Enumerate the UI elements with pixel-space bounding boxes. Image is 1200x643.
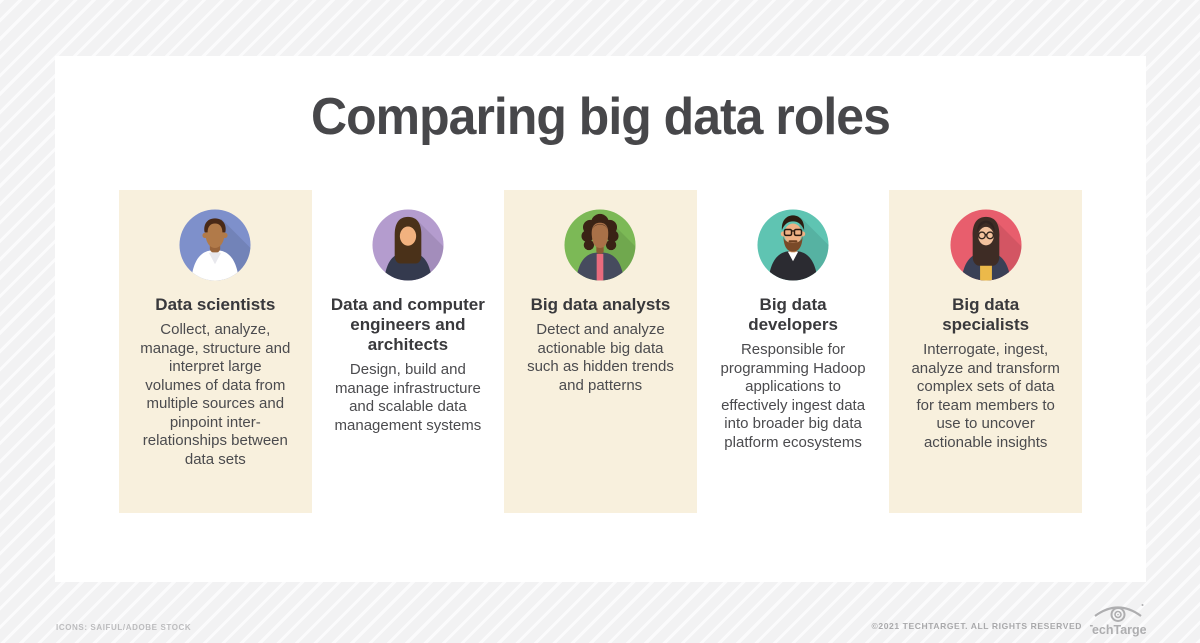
role-card-big-data-developers: Big data developers Responsible for prog… — [697, 190, 890, 513]
role-title: Big data analysts — [530, 295, 671, 314]
role-title: Big data specialists — [942, 295, 1030, 334]
role-description: Collect, analyze, manage, structure and … — [140, 321, 291, 468]
role-card-data-engineers: Data and computer engineers and architec… — [312, 190, 505, 513]
big-data-specialist-avatar-icon — [949, 208, 1023, 282]
data-engineer-avatar-icon — [371, 208, 445, 282]
roles-row: Data scientists Collect, analyze, manage… — [119, 190, 1082, 513]
role-card-data-scientists: Data scientists Collect, analyze, manage… — [119, 190, 312, 513]
brand-wordmark: TechTarget — [1090, 623, 1146, 637]
role-title: Data and computer engineers and architec… — [330, 295, 485, 354]
copyright-text: ©2021 TECHTARGET. ALL RIGHTS RESERVED — [871, 621, 1082, 631]
role-description: Design, build and manage infrastructure … — [334, 361, 482, 434]
role-title: Data scientists — [155, 295, 276, 314]
role-description: Responsible for programming Hadoop appli… — [720, 341, 866, 451]
role-title: Big data developers — [748, 295, 838, 334]
techtarget-eye-icon — [1094, 604, 1144, 622]
big-data-analyst-avatar-icon — [563, 208, 637, 282]
data-scientist-avatar-icon — [178, 208, 252, 282]
footer-right: ©2021 TECHTARGET. ALL RIGHTS RESERVED Te… — [872, 602, 1146, 638]
infographic-panel: Comparing big data roles — [55, 56, 1146, 582]
role-description: Interrogate, ingest, analyze and transfo… — [911, 341, 1060, 451]
role-card-big-data-specialists: Big data specialists Interrogate, ingest… — [889, 190, 1082, 513]
big-data-developer-avatar-icon — [756, 208, 830, 282]
role-description: Detect and analyze actionable big data s… — [527, 321, 674, 394]
techtarget-logo: TechTarget — [1090, 602, 1146, 638]
role-card-big-data-analysts: Big data analysts Detect and analyze act… — [504, 190, 697, 513]
icon-credits-text: ICONS: SAIFUL/ADOBE STOCK — [56, 623, 192, 632]
page-title: Comparing big data roles — [311, 88, 891, 146]
